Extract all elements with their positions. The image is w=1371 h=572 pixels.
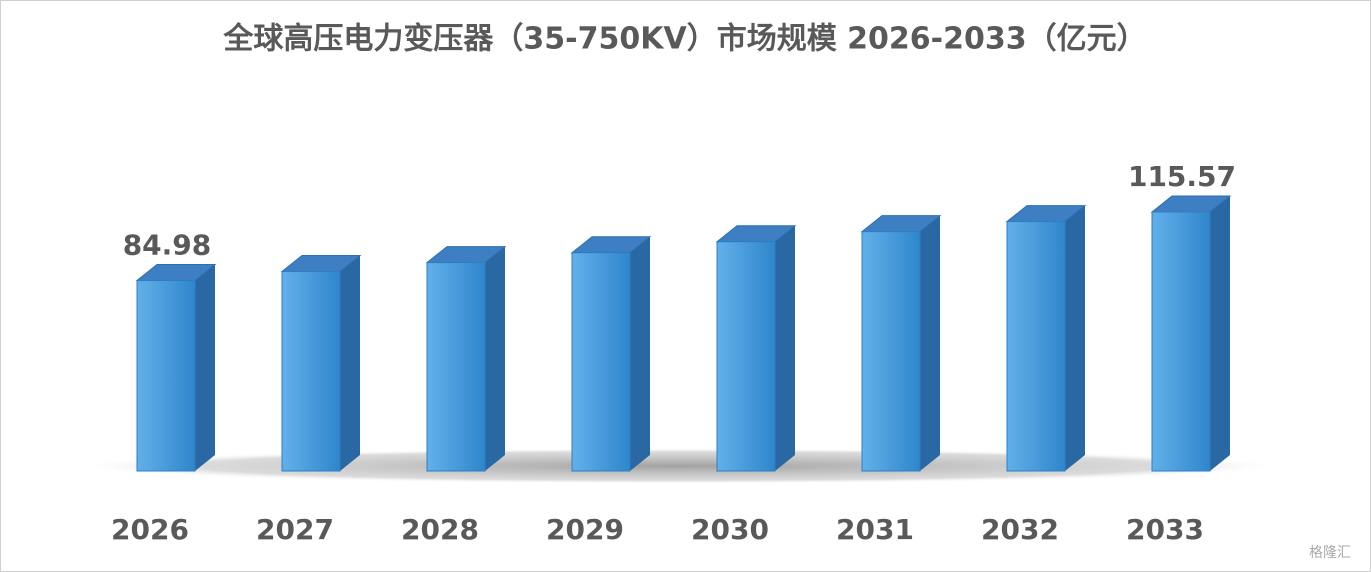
bar [571, 252, 631, 472]
bar-side [485, 246, 505, 471]
bar-side [195, 264, 215, 471]
x-tick-label: 2033 [1126, 513, 1204, 546]
bar [716, 241, 776, 472]
x-tick-label: 2028 [401, 513, 479, 546]
bar [1006, 221, 1066, 472]
data-label: 84.98 [123, 229, 212, 262]
bar-side [920, 215, 940, 471]
x-tick-label: 2031 [836, 513, 914, 546]
bar-side [340, 255, 360, 471]
data-label: 115.57 [1128, 160, 1236, 193]
bar [136, 280, 196, 472]
bar-side [775, 225, 795, 471]
x-tick-label: 2032 [981, 513, 1059, 546]
x-tick-label: 2026 [111, 513, 189, 546]
floor-shadow [75, 448, 1285, 484]
bar-side [630, 236, 650, 471]
x-tick-label: 2029 [546, 513, 624, 546]
bar-side [1210, 196, 1230, 471]
x-tick-label: 2027 [256, 513, 334, 546]
bar-side [1065, 205, 1085, 472]
bar [861, 231, 921, 472]
bar [1151, 211, 1211, 472]
chart-title: 全球高压电力变压器（35-750KV）市场规模 2026-2033（亿元） [222, 22, 1146, 57]
watermark: 格隆汇 [1309, 545, 1351, 561]
bar [426, 262, 486, 472]
bar [281, 271, 341, 472]
x-tick-label: 2030 [691, 513, 769, 546]
